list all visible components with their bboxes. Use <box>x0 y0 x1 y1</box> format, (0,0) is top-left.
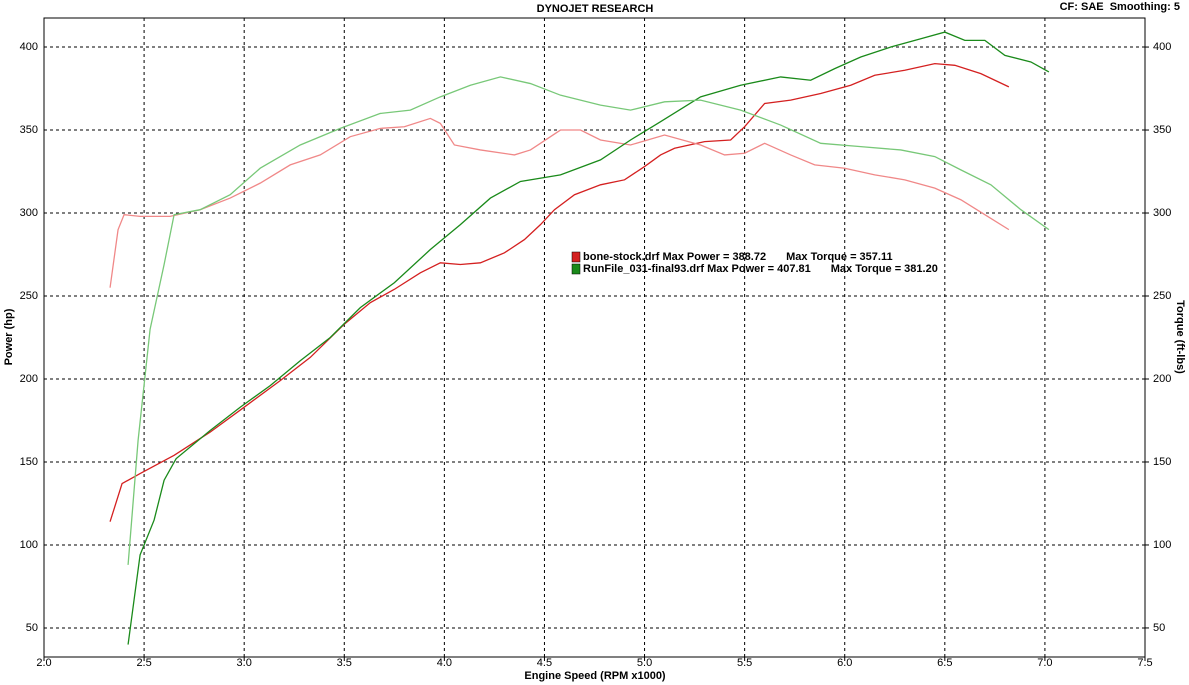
data-line <box>109 117 1010 288</box>
chart-subtitle: CF: SAE Smoothing: 5 <box>1060 1 1180 13</box>
y-tick-label: 200 <box>20 373 38 385</box>
x-tick-label: 4.5 <box>537 657 552 669</box>
y2-tick-label: 400 <box>1153 41 1171 53</box>
data-line <box>109 62 1010 522</box>
y2-tick-label: 300 <box>1153 207 1171 219</box>
legend-swatch <box>571 251 581 263</box>
y2-tick-label: 350 <box>1153 124 1171 136</box>
x-tick-label: 6.0 <box>837 657 852 669</box>
x-axis-label: Engine Speed (RPM x1000) <box>524 670 666 682</box>
y-tick-label: 100 <box>20 539 38 551</box>
y2-tick-label: 50 <box>1153 622 1165 634</box>
y-tick-label: 300 <box>20 207 38 219</box>
x-tick-label: 2.5 <box>136 657 151 669</box>
data-line <box>127 31 1050 645</box>
legend-swatch <box>571 263 581 275</box>
chart-title: DYNOJET RESEARCH <box>537 3 654 15</box>
x-tick-label: 3.0 <box>237 657 252 669</box>
y-tick-label: 400 <box>20 41 38 53</box>
y2-axis-label: Torque (ft-lbs) <box>1174 300 1186 374</box>
y-tick-label: 350 <box>20 124 38 136</box>
legend-torque: Max Torque = 357.11 <box>786 251 893 263</box>
y-axis-label: Power (hp) <box>3 308 15 365</box>
y2-tick-label: 200 <box>1153 373 1171 385</box>
x-tick-label: 2.0 <box>36 657 51 669</box>
plot-area <box>44 18 1145 657</box>
x-tick-label: 5.0 <box>637 657 652 669</box>
y-tick-label: 50 <box>26 622 38 634</box>
y2-tick-label: 250 <box>1153 290 1171 302</box>
y2-tick-label: 150 <box>1153 456 1171 468</box>
legend-torque: Max Torque = 381.20 <box>831 263 938 275</box>
y-tick-label: 250 <box>20 290 38 302</box>
legend-label: RunFile_031-final93.drf Max Power = 407.… <box>583 263 811 275</box>
data-line <box>127 76 1050 565</box>
y-tick-label: 150 <box>20 456 38 468</box>
x-tick-label: 5.5 <box>737 657 752 669</box>
x-tick-label: 7.0 <box>1037 657 1052 669</box>
plot-border <box>43 17 1146 658</box>
y2-tick-label: 100 <box>1153 539 1171 551</box>
x-tick-label: 7.5 <box>1137 657 1152 669</box>
legend-label: bone-stock.drf Max Power = 388.72 <box>583 251 766 263</box>
x-tick-label: 6.5 <box>937 657 952 669</box>
x-tick-label: 4.0 <box>437 657 452 669</box>
x-tick-label: 3.5 <box>337 657 352 669</box>
